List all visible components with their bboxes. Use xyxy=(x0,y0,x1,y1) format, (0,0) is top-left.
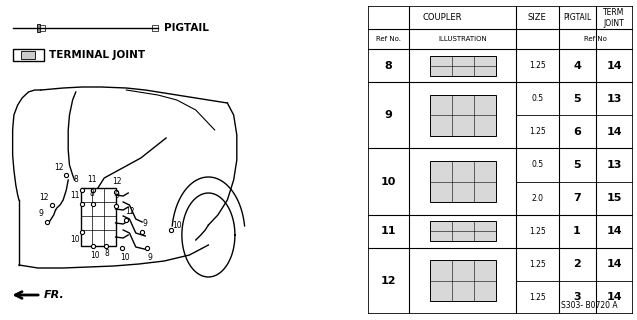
Text: 1.25: 1.25 xyxy=(529,260,546,268)
Text: 12: 12 xyxy=(125,207,134,217)
Text: 10: 10 xyxy=(69,236,80,244)
Text: 2.0: 2.0 xyxy=(531,194,543,203)
Text: 10: 10 xyxy=(172,220,182,229)
Text: 15: 15 xyxy=(606,193,622,203)
Text: 5: 5 xyxy=(573,94,581,104)
Bar xyxy=(40,25,45,31)
Bar xyxy=(152,25,158,31)
Text: 11: 11 xyxy=(87,175,97,185)
Text: 12: 12 xyxy=(39,193,48,202)
Bar xyxy=(21,51,35,59)
Text: 1: 1 xyxy=(573,226,581,236)
Text: 14: 14 xyxy=(606,61,622,71)
Bar xyxy=(429,260,496,301)
Text: 7: 7 xyxy=(573,193,581,203)
Text: 5: 5 xyxy=(573,160,581,170)
Text: 6: 6 xyxy=(573,127,581,137)
Text: 1.25: 1.25 xyxy=(529,127,546,136)
Text: 9: 9 xyxy=(143,220,148,228)
Text: 14: 14 xyxy=(606,259,622,269)
Text: Ref No.: Ref No. xyxy=(376,36,401,43)
Text: 13: 13 xyxy=(606,160,622,170)
Text: 3: 3 xyxy=(573,292,581,302)
Text: 2: 2 xyxy=(573,259,581,269)
Text: 1.25: 1.25 xyxy=(529,61,546,70)
Text: 8: 8 xyxy=(105,250,110,259)
Text: Ref No: Ref No xyxy=(584,36,607,43)
Text: S303- B0720 A: S303- B0720 A xyxy=(561,301,618,310)
Text: 0.5: 0.5 xyxy=(531,161,543,170)
Bar xyxy=(13,49,44,61)
Text: 12: 12 xyxy=(112,178,122,187)
Text: 12: 12 xyxy=(54,163,64,172)
Bar xyxy=(37,24,40,32)
Text: 11: 11 xyxy=(381,226,396,236)
Text: 1.25: 1.25 xyxy=(529,227,546,236)
Text: 10: 10 xyxy=(120,253,130,262)
Text: SIZE: SIZE xyxy=(528,13,547,22)
Text: 9: 9 xyxy=(115,191,119,201)
Text: 9: 9 xyxy=(147,253,152,262)
Text: 4: 4 xyxy=(573,61,581,71)
Text: PIGTAIL: PIGTAIL xyxy=(563,13,591,22)
Bar xyxy=(429,95,496,136)
Text: 8: 8 xyxy=(385,61,392,71)
Text: 12: 12 xyxy=(381,276,396,285)
Text: 8: 8 xyxy=(90,189,94,198)
Text: FR.: FR. xyxy=(44,290,65,300)
Text: ILLUSTRATION: ILLUSTRATION xyxy=(438,36,487,43)
Text: 14: 14 xyxy=(606,226,622,236)
Bar xyxy=(429,161,496,202)
Text: 10: 10 xyxy=(381,177,396,187)
Text: 13: 13 xyxy=(606,94,622,104)
Text: COUPLER: COUPLER xyxy=(422,13,462,22)
Text: 11: 11 xyxy=(70,191,79,201)
Text: 1.25: 1.25 xyxy=(529,292,546,301)
Text: TERMINAL JOINT: TERMINAL JOINT xyxy=(49,50,145,60)
Text: 9: 9 xyxy=(385,110,392,120)
Bar xyxy=(81,188,115,246)
Bar xyxy=(429,56,496,76)
Text: TERM
JOINT: TERM JOINT xyxy=(603,8,625,28)
Text: 8: 8 xyxy=(73,175,78,185)
Text: 14: 14 xyxy=(606,292,622,302)
Text: 14: 14 xyxy=(606,127,622,137)
Text: PIGTAIL: PIGTAIL xyxy=(164,23,209,33)
Text: 9: 9 xyxy=(39,210,43,219)
Bar xyxy=(429,221,496,241)
Text: 0.5: 0.5 xyxy=(531,94,543,103)
Text: 10: 10 xyxy=(90,252,99,260)
